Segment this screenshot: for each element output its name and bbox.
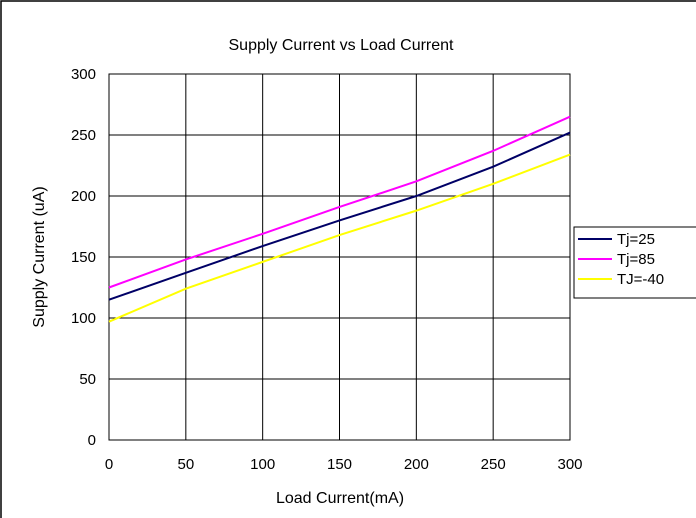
x-tick-label: 100 <box>250 456 275 473</box>
x-tick-label: 300 <box>557 456 582 473</box>
plot-area <box>108 73 571 441</box>
chart-title: Supply Current vs Load Current <box>229 37 455 54</box>
x-axis-title: Load Current(mA) <box>276 490 404 507</box>
series-line-2 <box>108 115 571 289</box>
y-tick-label: 200 <box>71 188 96 205</box>
legend: Tj=25 Tj=85 TJ=-40 <box>573 226 696 299</box>
y-axis-title: Supply Current (uA) <box>31 186 48 327</box>
series-layer <box>108 115 571 323</box>
x-tick-labels: 0 50 100 150 200 250 300 <box>105 456 583 473</box>
y-tick-label: 300 <box>71 66 96 83</box>
x-tick-label: 0 <box>105 456 113 473</box>
x-tick-label: 150 <box>327 456 352 473</box>
legend-label: Tj=85 <box>617 251 655 268</box>
y-tick-label: 100 <box>71 310 96 327</box>
series-line-1 <box>108 131 571 301</box>
legend-items: Tj=25 Tj=85 TJ=-40 <box>578 231 664 288</box>
series-line-3 <box>108 153 571 323</box>
legend-label: Tj=25 <box>617 231 655 248</box>
y-tick-label: 150 <box>71 249 96 266</box>
y-tick-label: 50 <box>79 371 96 388</box>
y-tick-label: 0 <box>88 432 96 449</box>
y-tick-labels: 0 50 100 150 200 250 300 <box>71 66 96 449</box>
legend-label: TJ=-40 <box>617 271 664 288</box>
y-tick-label: 250 <box>71 127 96 144</box>
x-tick-label: 250 <box>481 456 506 473</box>
x-tick-label: 50 <box>177 456 194 473</box>
x-tick-label: 200 <box>404 456 429 473</box>
